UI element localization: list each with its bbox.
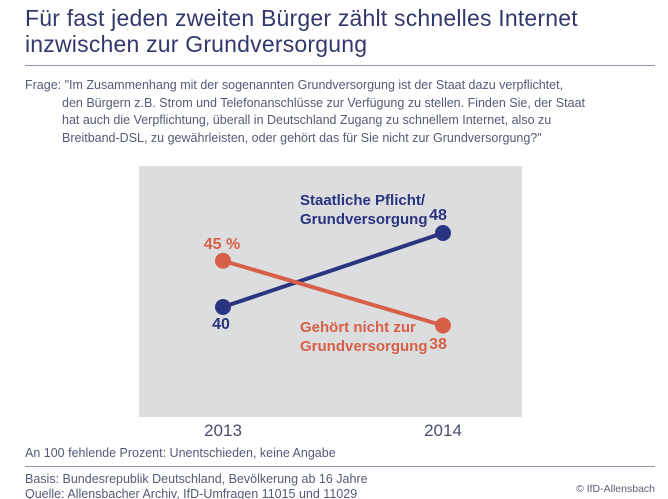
page-title: Für fast jeden zweiten Bürger zählt schn… — [25, 5, 578, 57]
series-label-line: Grundversorgung — [300, 211, 428, 228]
page-title-line-2: inzwischen zur Grundversorgung — [25, 31, 368, 57]
survey-question-line: Frage: "Im Zusammenhang mit der sogenann… — [25, 78, 564, 92]
x-axis-label-2014: 2014 — [424, 421, 462, 440]
data-label-2013-nicht-grundversorgung: 45 % — [203, 236, 241, 253]
survey-question-line: Breitband-DSL, zu gewährleisten, oder ge… — [62, 130, 542, 145]
basis-line: Basis: Bundesrepublik Deutschland, Bevöl… — [25, 472, 368, 486]
data-label-2014-nicht-grundversorgung: 38 — [429, 336, 447, 353]
data-label-2014-staatliche-pflicht: 48 — [429, 207, 447, 224]
page-title-line-1: Für fast jeden zweiten Bürger zählt schn… — [25, 5, 578, 31]
series-label-staatliche-pflicht: Staatliche Pflicht/ Grundversorgung — [300, 191, 428, 229]
copyright: © IfD-Allensbach — [576, 483, 655, 495]
footnote: An 100 fehlende Prozent: Unentschieden, … — [25, 446, 336, 460]
data-label-2013-staatliche-pflicht: 40 — [212, 316, 230, 333]
line-chart-canvas — [215, 225, 451, 334]
source-block: Basis: Bundesrepublik Deutschland, Bevöl… — [25, 472, 368, 499]
series-label-line: Staatliche Pflicht/ — [300, 192, 426, 209]
series-label-gehoert-nicht: Gehört nicht zur Grundversorgung — [300, 318, 428, 356]
divider-top — [25, 65, 655, 66]
survey-question-line: hat auch die Verpflichtung, überall in D… — [62, 113, 552, 127]
quelle-line: Quelle: Allensbacher Archiv, IfD-Umfrage… — [25, 486, 358, 499]
divider-bottom — [25, 466, 655, 467]
survey-question-line: den Bürgern z.B. Strom und Telefonanschl… — [62, 95, 585, 110]
x-axis-label-2013: 2013 — [204, 421, 242, 440]
survey-question: Frage: "Im Zusammenhang mit der sogenann… — [25, 77, 585, 147]
series-label-line: Gehört nicht zur — [300, 319, 416, 336]
series-label-line: Grundversorgung — [300, 338, 428, 355]
line-chart-plot-area: Staatliche Pflicht/ Grundversorgung Gehö… — [139, 166, 522, 417]
